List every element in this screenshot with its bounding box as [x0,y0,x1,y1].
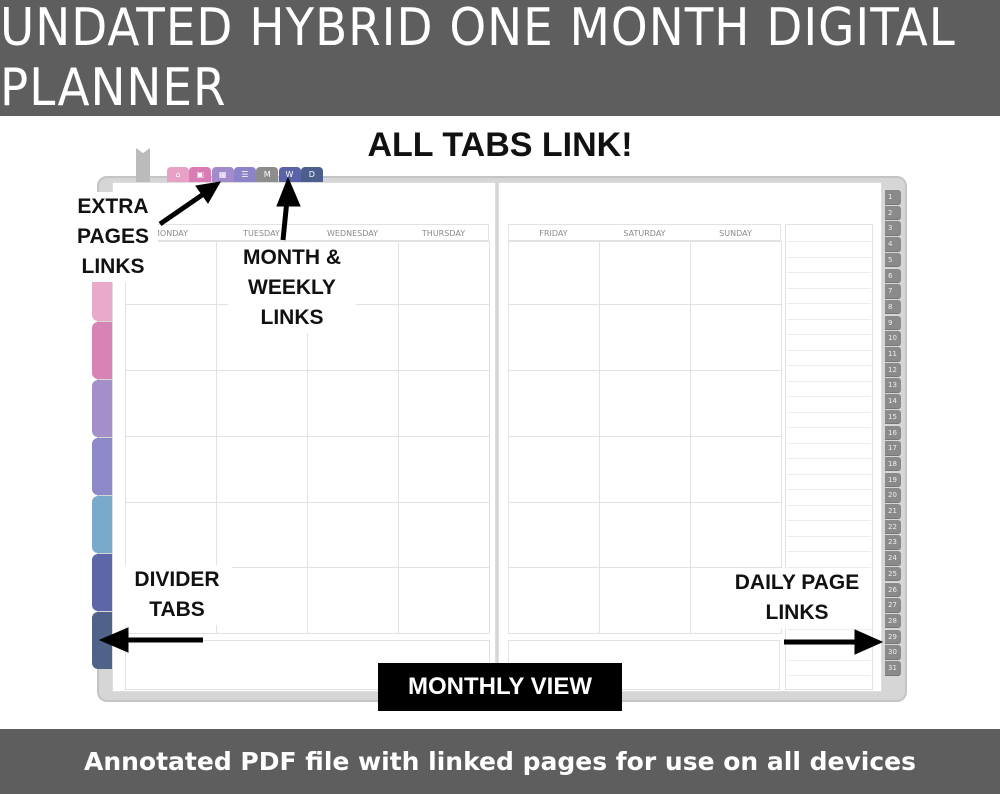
subtitle: ALL TABS LINK! [367,126,633,164]
top-tab-list[interactable]: ☰ [233,167,256,182]
daily-link-19[interactable]: 19 [885,472,901,488]
daily-link-5[interactable]: 5 [885,252,901,268]
daily-link-15[interactable]: 15 [885,409,901,425]
day-header: MONDAY [153,229,188,238]
notes-line [787,256,871,258]
notes-line [787,504,871,506]
day-header: SUNDAY [719,229,752,238]
daily-link-23[interactable]: 23 [885,535,901,550]
annotation-extra-pages: EXTRA PAGES LINKS [68,192,158,282]
daily-link-24[interactable]: 24 [885,551,901,566]
daily-link-9[interactable]: 9 [885,315,901,331]
top-tab-W[interactable]: W [278,167,301,182]
list-icon: ☰ [241,170,249,179]
notes-column[interactable] [785,224,873,690]
daily-link-16[interactable]: 16 [885,425,901,441]
divider-tab[interactable] [92,496,112,553]
daily-link-17[interactable]: 17 [885,441,901,456]
arrow-extra [158,190,207,227]
banner-title: UNDATED HYBRID ONE MONTH DIGITAL PLANNER [0,0,1000,118]
notes-line [787,442,871,444]
annotation-divider-tabs: DIVIDER TABS [122,565,232,625]
divider-tab[interactable] [92,322,112,379]
notes-line [787,318,871,320]
divider-tab[interactable] [92,554,112,611]
notes-line [787,675,871,676]
daily-link-25[interactable]: 25 [885,566,901,582]
top-tab-calendar[interactable]: ▣ [189,167,212,182]
arrow-month [280,199,290,241]
notes-line [787,659,871,661]
day-header: SATURDAY [623,229,666,238]
home-icon: ⌂ [175,170,181,179]
divider-tab[interactable] [92,380,112,437]
daily-link-3[interactable]: 3 [885,221,901,236]
bookmark-ribbon [136,148,150,182]
notes-line [787,411,871,413]
daily-link-22[interactable]: 22 [885,519,901,535]
daily-link-31[interactable]: 31 [885,661,901,676]
daily-link-27[interactable]: 27 [885,598,901,613]
day-header: THURSDAY [421,229,466,238]
annotation-daily-pages: DAILY PAGE LINKS [722,568,872,628]
daily-link-2[interactable]: 2 [885,205,901,221]
top-tab-home[interactable]: ⌂ [167,167,189,182]
daily-link-11[interactable]: 11 [885,347,901,362]
daily-link-29[interactable]: 29 [885,629,901,645]
calendar-icon: ▣ [196,170,205,179]
grid-icon: ▦ [218,170,227,179]
monthly-view-label: MONTHLY VIEW [378,663,622,711]
top-tab-grid[interactable]: ▦ [211,167,234,182]
notes-line [787,427,871,428]
day-header: FRIDAY [539,229,568,238]
daily-link-8[interactable]: 8 [885,299,901,315]
notes-line [787,287,871,289]
footer-text: Annotated PDF file with linked pages for… [0,729,1000,794]
day-header: WEDNESDAY [327,229,378,238]
daily-link-20[interactable]: 20 [885,488,901,503]
notes-line [787,458,871,459]
notes-line [787,628,871,630]
top-tab-D[interactable]: D [300,167,323,182]
divider-tab[interactable] [92,438,112,495]
daily-link-6[interactable]: 6 [885,268,901,284]
daily-link-10[interactable]: 10 [885,331,901,346]
notes-line [787,241,871,242]
notes-line [787,473,871,475]
notes-line [787,396,871,397]
daily-link-13[interactable]: 13 [885,378,901,393]
notes-line [787,489,871,490]
calendar-cell[interactable] [398,567,490,634]
notes-line [787,520,871,521]
notes-line [787,566,871,568]
notes-line [787,380,871,382]
day-header: TUESDAY [243,229,280,238]
daily-link-7[interactable]: 7 [885,284,901,299]
annotation-month-weekly: MONTH & WEEKLY LINKS [228,243,356,333]
daily-link-18[interactable]: 18 [885,456,901,472]
daily-link-28[interactable]: 28 [885,613,901,629]
daily-link-21[interactable]: 21 [885,504,901,519]
notes-line [787,551,871,552]
daily-link-30[interactable]: 30 [885,645,901,660]
daily-link-26[interactable]: 26 [885,582,901,598]
daily-link-14[interactable]: 14 [885,394,901,409]
daily-link-1[interactable]: 1 [885,190,901,205]
notes-line [787,303,871,304]
notes-line [787,365,871,366]
daily-link-4[interactable]: 4 [885,237,901,252]
top-tab-M[interactable]: M [256,167,279,182]
notes-line [787,334,871,335]
daily-link-12[interactable]: 12 [885,362,901,378]
notes-line [787,349,871,351]
day-header-row [508,224,781,241]
notes-line [787,535,871,537]
notes-line [787,272,871,273]
